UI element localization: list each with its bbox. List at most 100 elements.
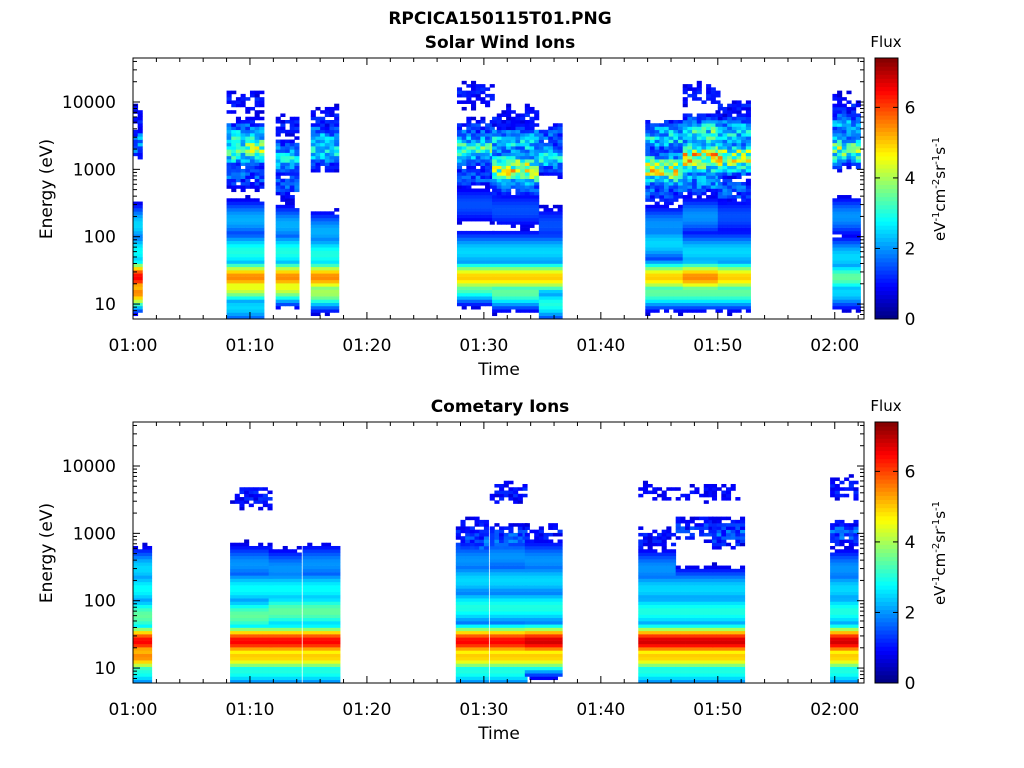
flux-cell (731, 133, 737, 137)
flux-cell (471, 296, 477, 300)
flux-cell (515, 273, 521, 277)
flux-cell (515, 299, 521, 303)
flux-cell (682, 296, 688, 300)
flux-cell (315, 312, 321, 317)
flux-cell (294, 152, 300, 157)
flux-cell (239, 676, 245, 681)
flux-cell (501, 152, 507, 157)
flux-cell (851, 273, 857, 277)
flux-cell (475, 84, 481, 88)
flux-cell (461, 211, 467, 215)
flux-cell (254, 208, 260, 212)
flux-cell (456, 201, 463, 206)
flux-cell (496, 240, 502, 245)
flux-cell (506, 305, 512, 310)
flux-cell (515, 253, 521, 258)
flux-cell (249, 211, 256, 215)
flux-cell (557, 165, 563, 170)
flux-cell (851, 208, 857, 212)
colorbar-segment (875, 98, 898, 104)
flux-cell (668, 208, 674, 212)
flux-cell (226, 221, 232, 225)
colorbar-segment (875, 225, 898, 230)
flux-cell (727, 201, 733, 206)
flux-cell (692, 172, 698, 176)
flux-cell (310, 221, 316, 225)
flux-cell (492, 181, 498, 186)
flux-cell (226, 198, 232, 202)
flux-cell (722, 139, 728, 144)
flux-cell (492, 289, 498, 294)
flux-cell (254, 181, 260, 186)
flux-cell (294, 172, 300, 176)
flux-cell (722, 260, 728, 264)
flux-cell (736, 289, 742, 294)
flux-cell (501, 266, 507, 271)
flux-cell (258, 562, 264, 566)
flux-cell (846, 263, 852, 268)
flux-cell (239, 562, 245, 566)
flux-cell (315, 224, 321, 228)
flux-cell (649, 214, 656, 219)
flux-cell (226, 292, 232, 297)
flux-cell (253, 624, 259, 628)
flux-cell (701, 266, 707, 271)
flux-cell (682, 243, 688, 248)
flux-cell (245, 178, 251, 183)
flux-cell (722, 276, 728, 281)
flux-cell (501, 292, 507, 297)
flux-cell (320, 243, 326, 248)
flux-cell (524, 273, 530, 277)
flux-cell (745, 165, 751, 170)
flux-cell (492, 175, 498, 180)
flux-cell (654, 146, 660, 150)
flux-cell (334, 234, 340, 238)
flux-cell (280, 214, 286, 219)
flux-cell (745, 283, 751, 287)
flux-cell (248, 487, 254, 491)
flux-cell (142, 601, 148, 605)
flux-cell (668, 289, 674, 294)
flux-cell (696, 116, 702, 121)
flux-cell (557, 276, 563, 281)
flux-cell (496, 178, 502, 183)
flux-cell (645, 253, 651, 258)
flux-cell (745, 198, 751, 202)
flux-cell (334, 292, 340, 297)
flux-cell (235, 283, 241, 287)
flux-cell (668, 126, 674, 131)
flux-cell (226, 178, 232, 183)
flux-cell (673, 250, 679, 255)
flux-cell (239, 581, 245, 586)
flux-cell (231, 162, 237, 166)
flux-cell (851, 155, 857, 160)
flux-cell (645, 136, 651, 140)
flux-cell (851, 146, 857, 150)
colorbar-segment (875, 66, 898, 71)
flux-cell (538, 129, 544, 134)
flux-cell (147, 660, 153, 664)
flux-cell (548, 155, 554, 160)
flux-cell (529, 289, 535, 294)
flux-cell (275, 221, 281, 225)
flux-cell (722, 198, 728, 202)
flux-cell (710, 198, 716, 202)
flux-cell (731, 217, 737, 222)
flux-cell (515, 152, 521, 157)
flux-cell (133, 549, 139, 553)
flux-cell (529, 221, 535, 225)
flux-cell (329, 165, 335, 170)
flux-cell (722, 286, 728, 290)
flux-cell (673, 129, 679, 134)
flux-cell (240, 315, 246, 320)
flux-cell (741, 103, 747, 108)
flux-cell (510, 270, 516, 274)
flux-cell (543, 309, 549, 313)
flux-cell (239, 679, 245, 684)
flux-cell (645, 181, 651, 186)
flux-cell (506, 279, 512, 284)
flux-cell (466, 142, 472, 147)
flux-cell (841, 201, 847, 206)
flux-cell (234, 545, 240, 550)
